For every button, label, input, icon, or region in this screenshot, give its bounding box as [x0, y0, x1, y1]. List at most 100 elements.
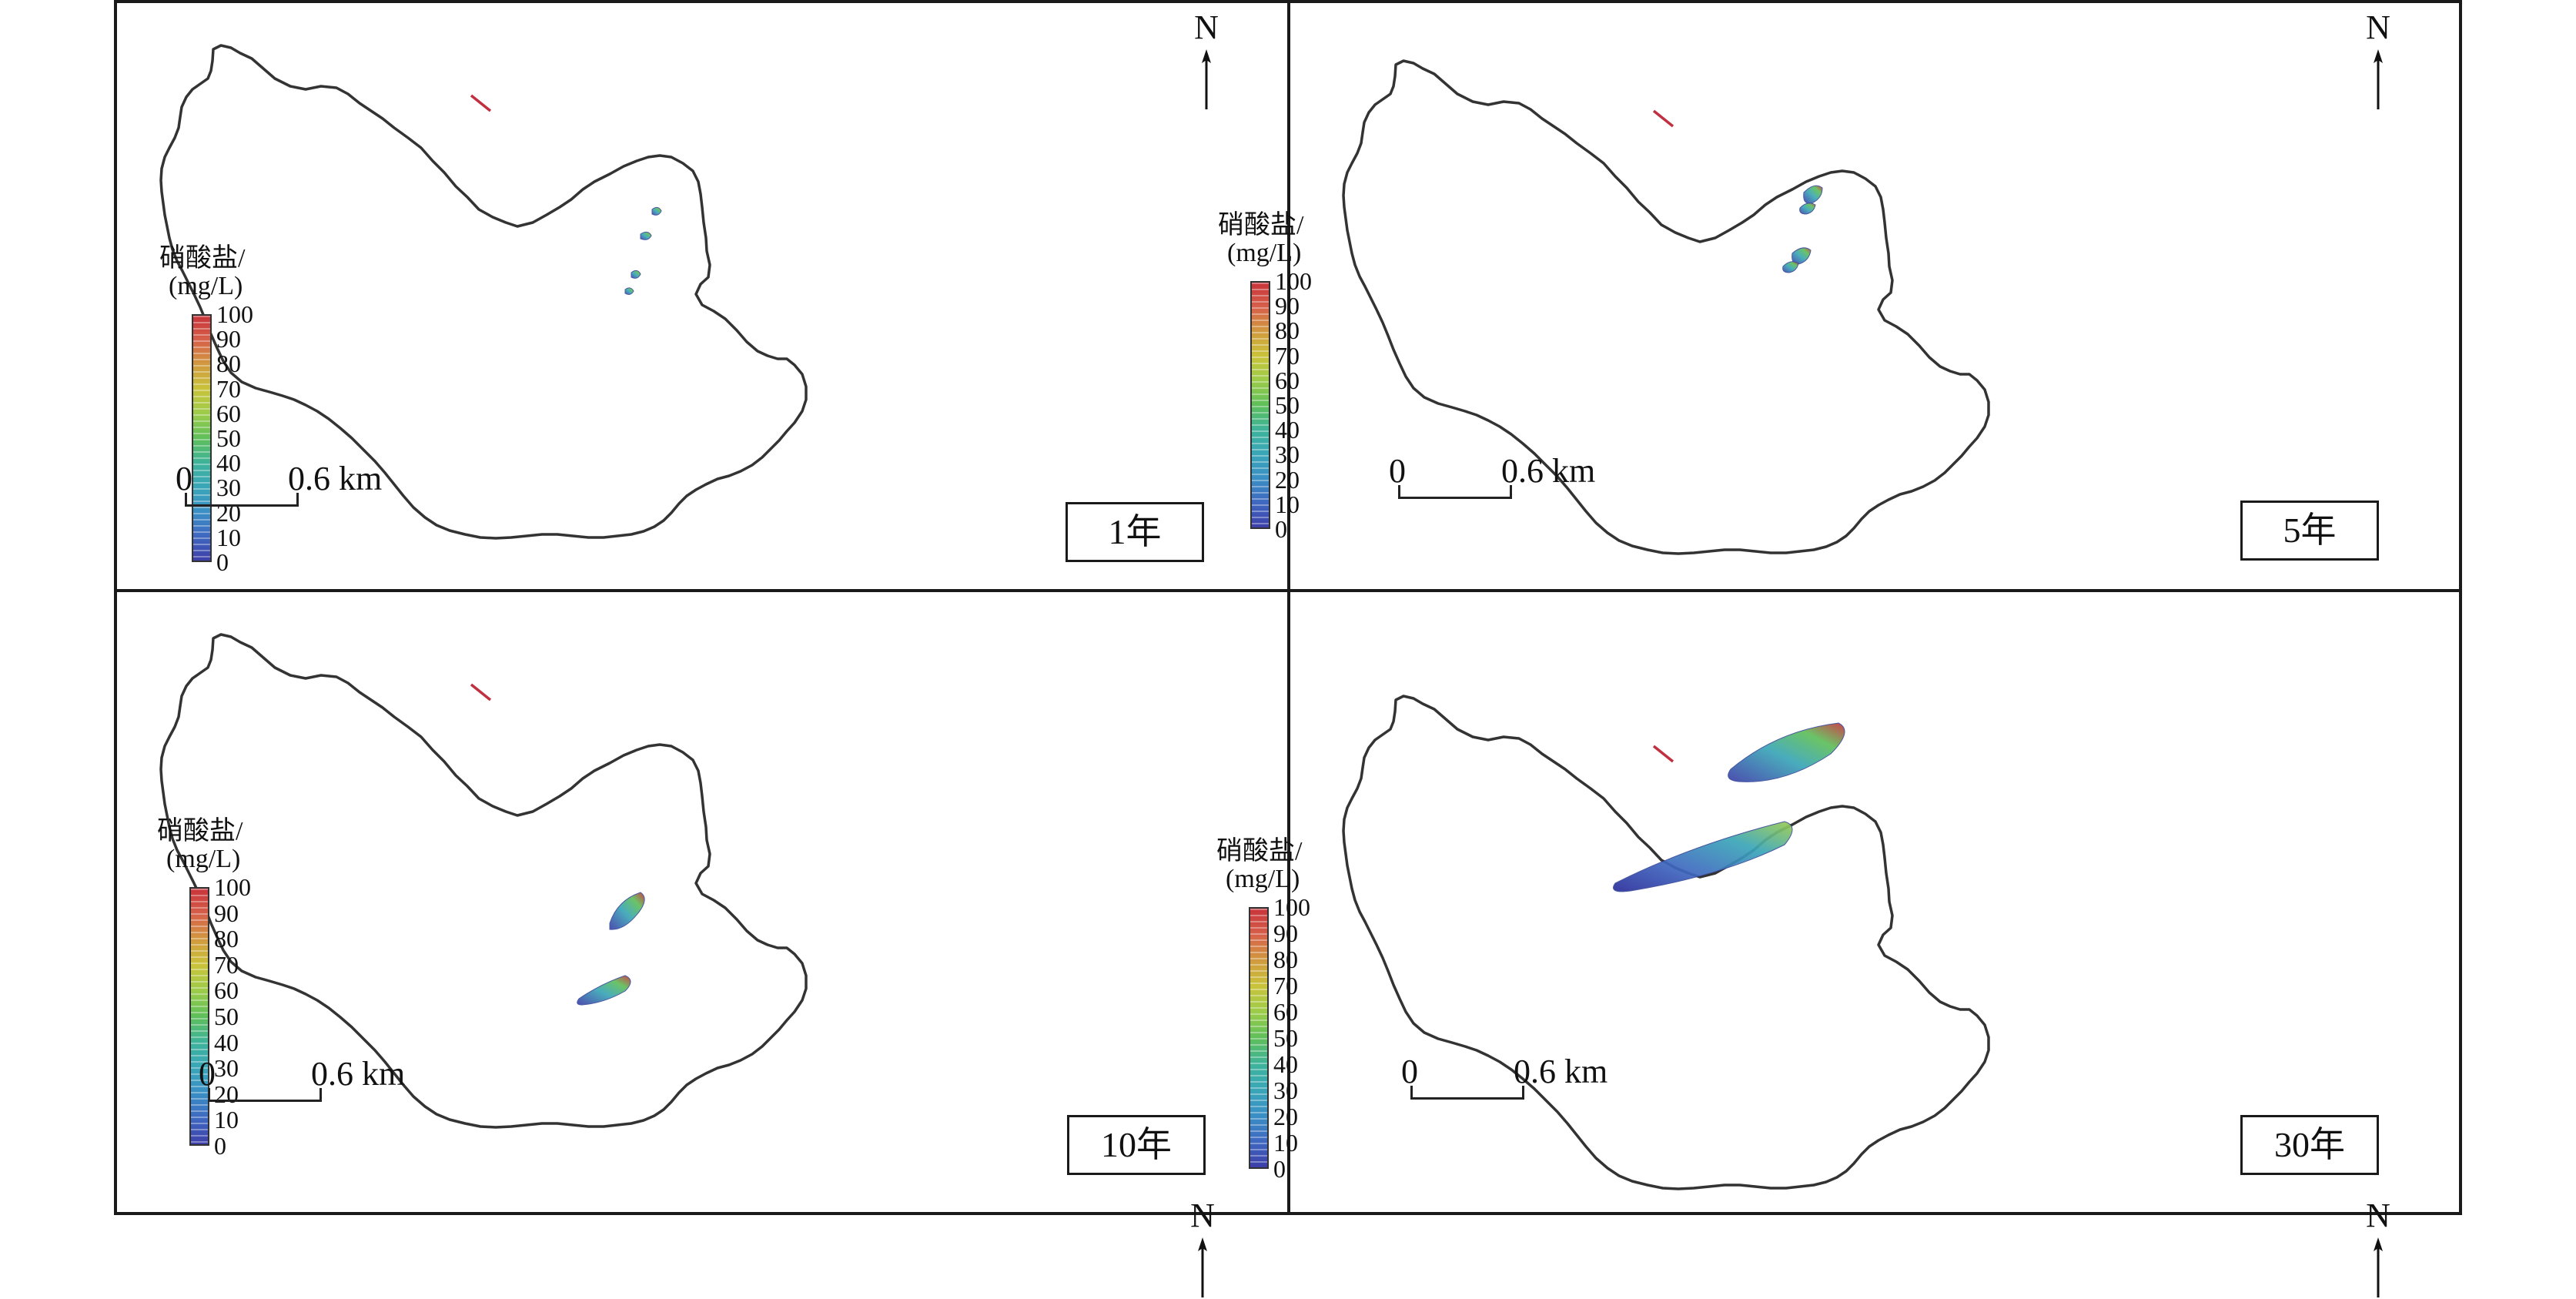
legend-title: 硝酸盐/: [157, 817, 243, 845]
legend-tick-label: 70: [216, 374, 241, 403]
legend-tick-label: 40: [1273, 1050, 1298, 1078]
legend-tick-label: 100: [216, 300, 253, 328]
time-label-box: 10年: [1067, 1115, 1206, 1175]
legend-tick-label: 0: [216, 548, 229, 576]
boundary-accent: [1652, 109, 1674, 128]
north-label: N: [2366, 1197, 2390, 1234]
map-panel-30yr: N 硝酸盐/(mg/L) 100 90 80 70 60 50 40 30 20 10 0 0 0.6 km…: [1216, 592, 2459, 1297]
legend-tick-label: 60: [216, 399, 241, 427]
nitrate-plume: [1803, 185, 1823, 204]
legend-tick-label: 80: [1273, 946, 1298, 973]
nitrate-plume: [651, 206, 662, 216]
map-svg: [1342, 695, 1990, 1190]
time-label-box: 30年: [2240, 1115, 2379, 1175]
scale-line: [1410, 1086, 1524, 1100]
legend-tick-label: 10: [216, 523, 241, 551]
legend-tick-label: 70: [1275, 341, 1300, 370]
scale-distance-label: 0.6 km: [311, 1055, 406, 1093]
nitrate-plume: [1799, 203, 1816, 215]
map-svg: [1342, 59, 1990, 555]
legend-tick-label: 10: [214, 1106, 239, 1134]
panel-divider-horizontal: [114, 589, 2462, 592]
north-label: N: [1194, 8, 1219, 46]
legend-tick-label: 60: [214, 976, 239, 1005]
legend-tick-label: 90: [216, 325, 241, 353]
map-panel-1yr: N 硝酸盐/(mg/L) 100 90 80 70 60 50 40 30 20 10 0 0 0.6 km…: [117, 3, 1287, 589]
nitrate-plume: [624, 287, 634, 295]
legend-tick-label: 80: [214, 925, 239, 953]
legend-title: 硝酸盐/: [159, 244, 246, 273]
legend-unit: (mg/L): [169, 272, 243, 300]
scale-zero-label: 0: [199, 1055, 216, 1093]
legend-tick-label: 100: [214, 873, 251, 901]
legend-tick-label: 50: [1275, 391, 1300, 419]
legend-title: 硝酸盐/: [1218, 211, 1304, 239]
legend-colorbar: [1249, 907, 1269, 1169]
legend-colorbar: [1250, 281, 1270, 529]
legend-tick-label: 0: [1273, 1155, 1286, 1183]
north-label: N: [2366, 8, 2390, 46]
watershed-boundary: [1342, 695, 1990, 1190]
legend-tick-label: 70: [214, 950, 239, 979]
nitrate-plume: [609, 892, 645, 930]
scale-distance-label: 0.6 km: [1501, 452, 1596, 490]
nitrate-plume: [577, 975, 631, 1006]
concentration-legend: 硝酸盐/(mg/L) 100 90 80 70 60 50 40 30 20 10 0: [159, 245, 313, 593]
watershed-boundary: [159, 44, 808, 540]
legend-tick-label: 90: [1275, 292, 1300, 320]
boundary-accent: [1652, 745, 1674, 763]
time-label-box: 1年: [1066, 502, 1204, 562]
legend-tick-label: 40: [1275, 416, 1300, 444]
legend-unit: (mg/L): [166, 845, 241, 873]
nitrate-plume: [1728, 722, 1845, 782]
time-label-box: 5年: [2240, 501, 2379, 561]
boundary-accent: [470, 683, 492, 701]
scale-distance-label: 0.6 km: [1514, 1053, 1608, 1090]
concentration-legend: 硝酸盐/(mg/L) 100 90 80 70 60 50 40 30 20 10 0: [157, 818, 311, 1177]
legend-tick-label: 30: [1275, 440, 1300, 469]
legend-tick-label: 20: [216, 498, 241, 527]
legend-tick-label: 60: [1273, 998, 1298, 1026]
legend-tick-label: 20: [1273, 1103, 1298, 1130]
north-arrow-icon: [2374, 1237, 2383, 1297]
panel-divider-vertical: [1287, 0, 1290, 1215]
legend-tick-label: 30: [216, 474, 241, 502]
nitrate-plume: [631, 270, 641, 279]
legend-tick-label: 80: [216, 350, 241, 378]
scale-line: [208, 1088, 322, 1102]
legend-colorbar: [189, 887, 209, 1146]
legend-tick-label: 80: [1275, 316, 1300, 345]
north-arrow: N: [2355, 1199, 2401, 1299]
scale-line: [185, 493, 299, 507]
scale-distance-label: 0.6 km: [288, 460, 383, 497]
legend-tick-label: 20: [1275, 465, 1300, 494]
legend-tick-label: 30: [214, 1054, 239, 1083]
legend-tick-label: 100: [1275, 267, 1312, 295]
nitrate-plume: [1782, 261, 1799, 273]
north-arrow: N: [1183, 11, 1229, 111]
legend-tick-label: 30: [1273, 1076, 1298, 1104]
map-panel-5yr: N 硝酸盐/(mg/L) 100 90 80 70 60 50 40 30 20 10 0 0 0.6 km…: [1218, 3, 2459, 589]
scale-line: [1398, 485, 1512, 499]
legend-tick-label: 90: [1273, 919, 1298, 947]
legend-tick-label: 0: [1275, 515, 1287, 543]
north-arrow-icon: [1202, 49, 1211, 109]
legend-tick-label: 70: [1273, 972, 1298, 999]
scale-zero-label: 0: [176, 460, 192, 497]
north-arrow: N: [2355, 11, 2401, 111]
legend-tick-label: 40: [214, 1028, 239, 1056]
map-svg: [159, 633, 808, 1129]
legend-unit: (mg/L): [1226, 865, 1300, 893]
nitrate-plume: [640, 231, 652, 240]
legend-tick-label: 0: [214, 1132, 226, 1160]
legend-tick-label: 20: [214, 1080, 239, 1108]
legend-tick-label: 40: [216, 449, 241, 477]
nitrate-plume: [1613, 821, 1793, 892]
legend-tick-label: 60: [1275, 366, 1300, 394]
legend-tick-label: 50: [216, 424, 241, 452]
map-panel-10yr: N 硝酸盐/(mg/L) 100 90 80 70 60 50 40 30 20 10 0 0 0.6 km…: [117, 592, 1287, 1297]
north-arrow: N: [1179, 1199, 1226, 1299]
legend-tick-label: 90: [214, 899, 239, 927]
concentration-legend: 硝酸盐/(mg/L) 100 90 80 70 60 50 40 30 20 10 0: [1218, 212, 1372, 560]
concentration-legend: 硝酸盐/(mg/L) 100 90 80 70 60 50 40 30 20 10 0: [1216, 838, 1370, 1200]
